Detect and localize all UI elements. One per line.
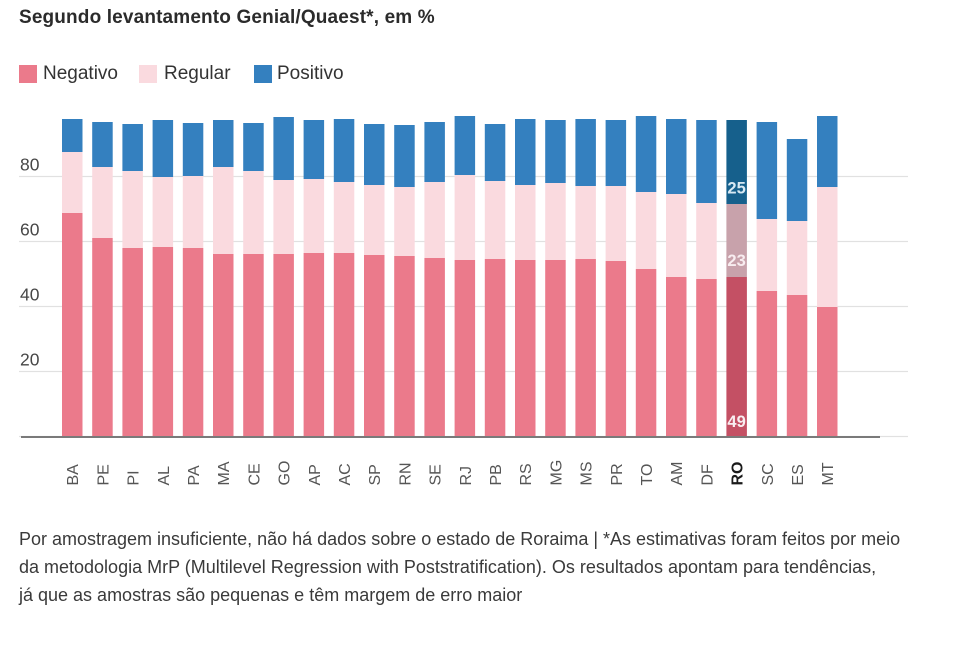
svg-text:CE: CE xyxy=(246,463,263,485)
svg-text:MS: MS xyxy=(579,462,596,486)
svg-text:ES: ES xyxy=(790,464,807,485)
svg-text:RN: RN xyxy=(397,462,414,485)
svg-text:RO: RO xyxy=(730,462,747,486)
svg-text:PR: PR xyxy=(609,463,626,485)
svg-text:PE: PE xyxy=(96,464,113,485)
svg-text:RJ: RJ xyxy=(458,466,475,486)
svg-text:SP: SP xyxy=(367,464,384,485)
svg-text:20: 20 xyxy=(20,350,40,370)
svg-text:25: 25 xyxy=(727,180,745,198)
svg-text:GO: GO xyxy=(277,461,294,486)
svg-text:40: 40 xyxy=(20,285,40,305)
svg-text:MA: MA xyxy=(216,461,233,485)
svg-text:RS: RS xyxy=(518,463,535,485)
svg-text:PI: PI xyxy=(126,470,143,485)
svg-text:MT: MT xyxy=(820,462,837,485)
svg-text:DF: DF xyxy=(699,464,716,486)
svg-text:23: 23 xyxy=(727,252,745,270)
svg-text:PB: PB xyxy=(488,464,505,485)
svg-text:SE: SE xyxy=(428,464,445,485)
svg-text:AP: AP xyxy=(307,464,324,485)
svg-text:60: 60 xyxy=(20,220,40,240)
svg-text:AM: AM xyxy=(669,462,686,486)
svg-text:AL: AL xyxy=(156,466,173,486)
svg-text:BA: BA xyxy=(65,464,82,486)
svg-text:49: 49 xyxy=(727,413,745,431)
svg-text:SC: SC xyxy=(760,463,777,485)
svg-text:80: 80 xyxy=(20,155,40,175)
svg-text:MG: MG xyxy=(549,460,566,486)
svg-text:TO: TO xyxy=(639,464,656,486)
svg-text:PA: PA xyxy=(186,465,203,485)
svg-text:AC: AC xyxy=(337,463,354,485)
